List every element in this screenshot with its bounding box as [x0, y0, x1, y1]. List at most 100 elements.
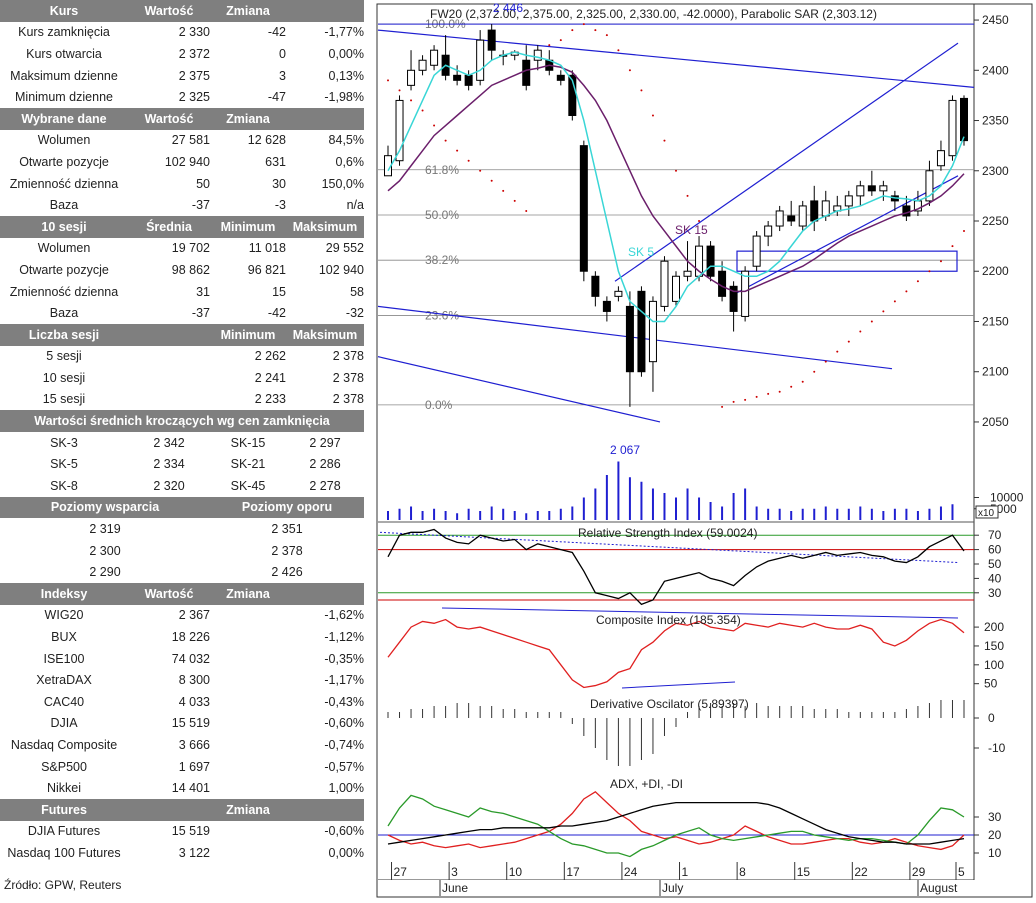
column-header: [286, 0, 364, 22]
candle-body: [614, 290, 623, 297]
column-header: Wartość: [128, 0, 210, 22]
table-row: Otwarte pozycje 98 862 96 821 102 940: [0, 259, 364, 281]
composite-tick-label: 200: [984, 620, 1004, 634]
cell: 2 286: [309, 457, 341, 472]
row-label: Baza: [49, 306, 79, 321]
cell: 15 519: [171, 824, 210, 839]
cell: 2 330: [178, 25, 210, 40]
row-label: XetraDAX: [36, 673, 92, 688]
section-header: Wybrane dane Wartość Zmiana: [0, 107, 364, 130]
cell: 74 032: [171, 651, 210, 666]
cell: 96 821: [247, 262, 286, 277]
chart-title: FW20 (2,372.00, 2,375.00, 2,325.00, 2,33…: [430, 7, 877, 21]
psar-dot: [433, 124, 436, 127]
cell: 12 628: [247, 133, 286, 148]
month-label: August: [920, 881, 958, 895]
row-label: 15 sesji: [42, 392, 86, 407]
psar-dot: [882, 310, 885, 313]
row-label: Maksimum dzienne: [10, 68, 118, 83]
cell: 1 697: [178, 759, 210, 774]
volume-scale-box: [975, 505, 999, 519]
x-tick-label: 10: [509, 865, 523, 879]
table-row: Wolumen 27 581 12 628 84,5%: [0, 130, 364, 152]
cell: 31: [196, 284, 210, 299]
table-row: Kurs otwarcia 2 372 0 0,00%: [0, 43, 364, 65]
section-header: Poziomy wsparcia Poziomy oporu: [0, 496, 364, 519]
cell: -1,62%: [324, 608, 364, 623]
candle-body: [810, 200, 819, 222]
rsi-tick-label: 70: [988, 528, 1002, 542]
cell: -3: [274, 198, 286, 213]
column-header: Minimum: [210, 323, 286, 346]
source-note: Źródło: GPW, Reuters: [4, 878, 122, 892]
month-label: June: [442, 881, 468, 895]
table-row: XetraDAX 8 300 -1,17%: [0, 669, 364, 691]
candle-body: [637, 290, 646, 373]
x-tick-label: 1: [682, 865, 689, 879]
cell: 50: [196, 176, 210, 191]
price-tick-label: 2400: [982, 63, 1009, 77]
table-row: S&P500 1 697 -0,57%: [0, 756, 364, 778]
table-row: 2 319 2 351: [0, 518, 364, 540]
left-data-panel: Kurs Wartość Zmiana Kurs zamknięcia 2 330 -42…: [0, 0, 364, 903]
column-header: Zmiana: [210, 0, 286, 22]
row-label: Otwarte pozycje: [19, 154, 109, 169]
psar-dot: [594, 29, 597, 32]
cell: 11 018: [248, 241, 286, 256]
adx-tick-label: 20: [988, 828, 1002, 842]
table-row: SK-3 2 342 SK-15 2 297: [0, 432, 364, 454]
cell: -42: [267, 25, 286, 40]
row-label: S&P500: [41, 759, 87, 774]
table-row: BUX 18 226 -1,12%: [0, 626, 364, 648]
candle-body: [602, 300, 611, 312]
psar-dot: [905, 290, 908, 293]
derivative-tick-label: 0: [988, 711, 995, 725]
row-label: SK-15: [230, 435, 266, 450]
cell: 2 297: [309, 435, 341, 450]
row-label: Baza: [49, 198, 79, 213]
cell: -1,12%: [324, 630, 364, 645]
psar-dot: [513, 199, 516, 202]
row-label: Kurs zamknięcia: [18, 25, 110, 40]
candle-body: [476, 39, 485, 81]
composite-tick-label: 50: [984, 677, 998, 691]
high-label: 2 446: [493, 1, 523, 15]
candle-body: [568, 74, 577, 116]
candle-body: [453, 74, 462, 81]
rsi-line: [387, 528, 965, 606]
table-row: Nikkei 14 401 1,00%: [0, 777, 364, 799]
cell: -37: [191, 306, 210, 321]
psar-dot: [893, 300, 896, 303]
price-tick-label: 2050: [982, 415, 1009, 429]
adx-title: ADX, +DI, -DI: [610, 777, 683, 791]
row-label: Zmienność dzienna: [9, 176, 119, 191]
cell: 2 378: [332, 392, 364, 407]
table-row: 15 sesji 2 233 2 378: [0, 389, 364, 411]
cell: 18 226: [171, 630, 210, 645]
table-row: Baza -37 -42 -32: [0, 302, 364, 324]
candle-body: [764, 225, 773, 237]
cell: 0,00%: [328, 845, 364, 860]
psar-dot: [928, 270, 931, 273]
candle-body: [430, 49, 439, 66]
composite-line: [387, 618, 965, 689]
candle-body: [533, 49, 542, 61]
row-label: Wolumen: [37, 133, 91, 148]
pdi-line: [387, 794, 965, 858]
cell: 2 378: [332, 349, 364, 364]
candle-body: [821, 200, 830, 217]
candle-body: [729, 285, 738, 312]
volume-tick-label: 10000: [990, 491, 1024, 505]
psar-dot: [675, 169, 677, 172]
fibonacci-label: 38.2%: [425, 253, 459, 267]
section-header: Kurs Wartość Zmiana: [0, 0, 364, 22]
cell: 3 666: [178, 737, 210, 752]
psar-dot: [801, 380, 804, 383]
sma15-line: [387, 64, 965, 293]
cell: 2 378: [332, 370, 364, 385]
psar-dot: [490, 179, 493, 182]
candle-body: [787, 215, 796, 222]
row-label: SK-3: [50, 435, 78, 450]
psar-dot: [456, 149, 459, 152]
candle-body: [648, 300, 657, 363]
